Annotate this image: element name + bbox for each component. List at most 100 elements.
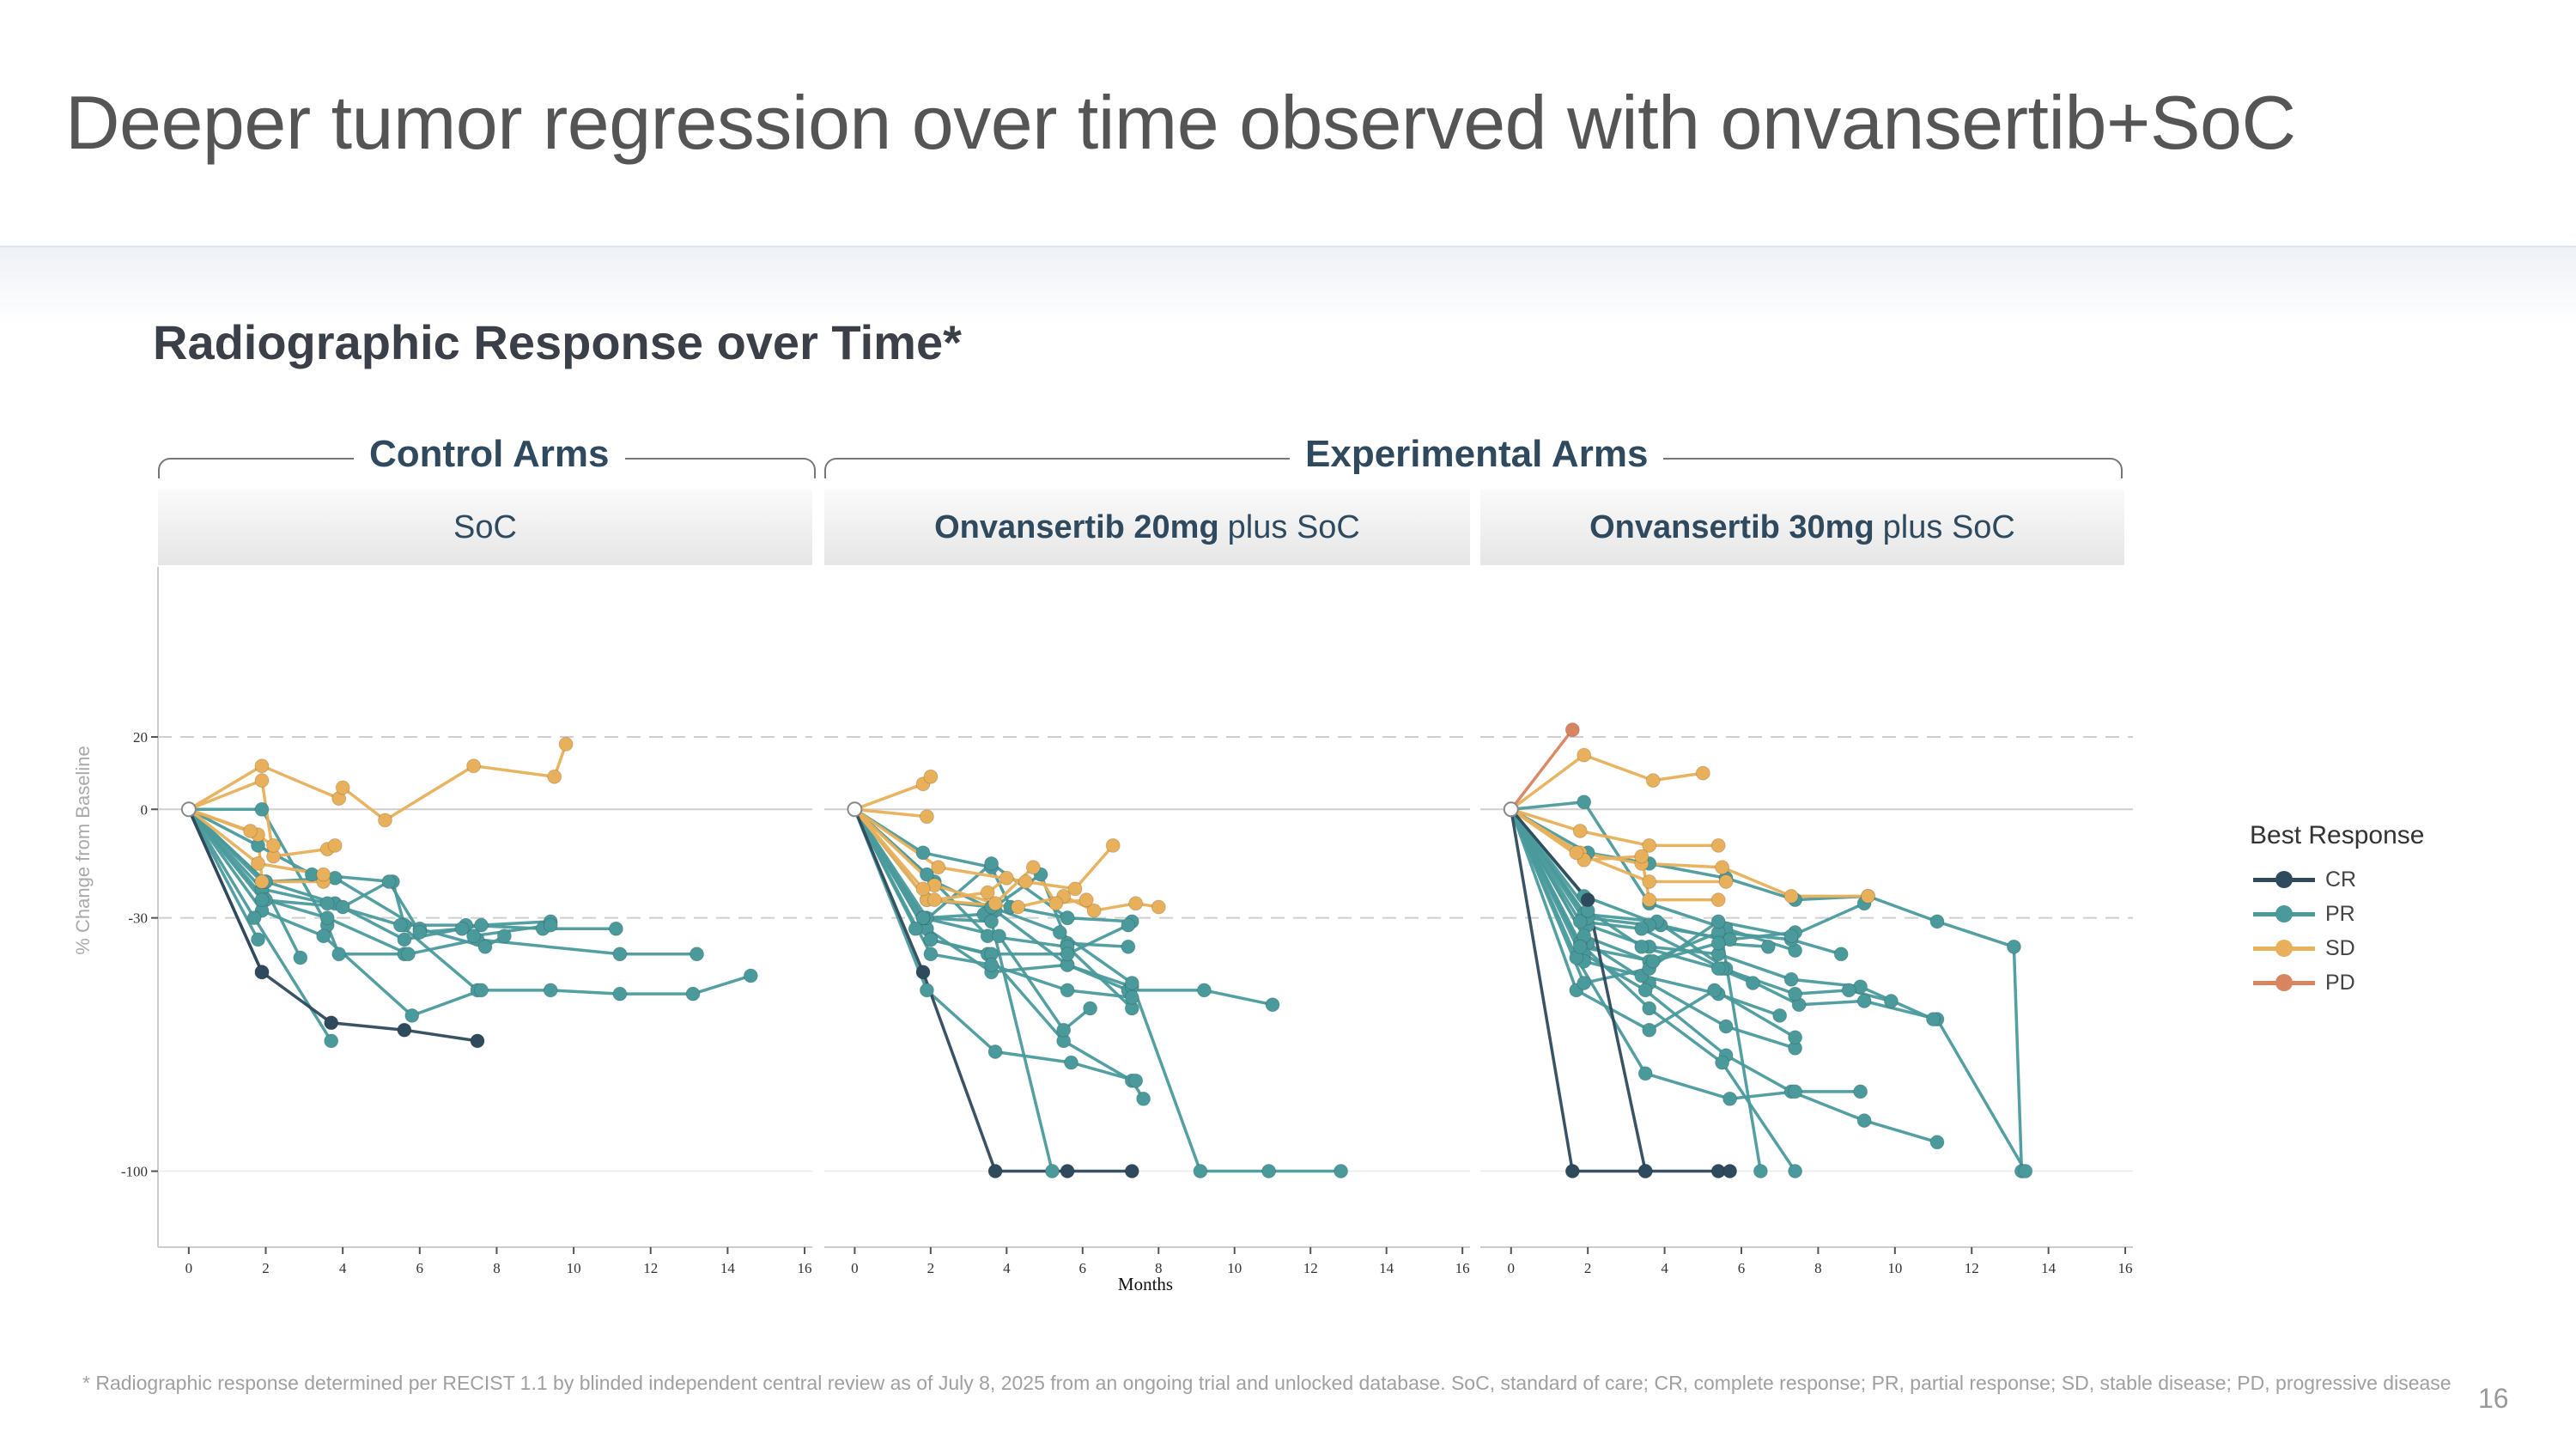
- chart-subtitle: Radiographic Response over Time*: [153, 315, 962, 369]
- data-point-sd: [1151, 899, 1166, 915]
- data-point-pr: [923, 932, 939, 947]
- data-point-pr: [1196, 983, 1212, 998]
- data-point-sd: [927, 892, 942, 908]
- baseline-point: [1503, 801, 1519, 818]
- legend-item-cr: CR: [2250, 862, 2424, 897]
- data-point-pr: [254, 801, 270, 817]
- data-point-pr: [1715, 1055, 1730, 1070]
- data-point-sd: [327, 837, 343, 853]
- data-point-pr: [1121, 939, 1136, 954]
- legend-label: CR: [2325, 867, 2357, 892]
- x-tick-label: 10: [1227, 1260, 1242, 1276]
- data-point-pr: [1710, 914, 1726, 929]
- data-point-cr: [987, 1164, 1003, 1178]
- data-point-sd: [378, 813, 392, 828]
- y-tick-label: 0: [141, 801, 149, 818]
- data-point-pr: [1642, 1022, 1657, 1038]
- data-point-pr: [397, 932, 412, 947]
- data-point-sd: [1642, 874, 1657, 889]
- data-point-pr: [984, 957, 999, 972]
- data-point-pr: [987, 1044, 1003, 1059]
- x-tick-label: 2: [927, 1260, 935, 1276]
- data-point-pr: [612, 947, 628, 962]
- data-point-pr: [254, 892, 270, 908]
- data-point-pr: [1788, 1084, 1803, 1099]
- data-point-pr: [1637, 1066, 1653, 1081]
- data-point-pr: [246, 910, 262, 926]
- data-point-pr: [1788, 1030, 1803, 1045]
- data-point-pr: [454, 921, 470, 936]
- data-point-pr: [1710, 961, 1726, 977]
- data-point-sd: [980, 885, 995, 900]
- data-point-sd: [1128, 896, 1144, 911]
- data-point-sd: [1067, 881, 1083, 897]
- data-point-cr: [1060, 1164, 1075, 1178]
- data-point-pr: [1760, 939, 1776, 954]
- x-tick-label: 0: [1508, 1260, 1516, 1276]
- data-point-pr: [335, 899, 350, 915]
- data-point-pr: [2018, 1164, 2033, 1178]
- baseline-point: [847, 801, 863, 818]
- data-point-pr: [1044, 1164, 1060, 1178]
- series-line-pd: [1510, 728, 1574, 811]
- y-axis-label: % Change from Baseline: [72, 746, 94, 954]
- data-point-sd: [1695, 765, 1710, 781]
- data-point-pr: [1056, 1022, 1072, 1038]
- data-point-cr: [254, 965, 270, 980]
- x-tick-label: 16: [1455, 1260, 1470, 1276]
- data-point-pr: [743, 968, 758, 983]
- data-point-pr: [412, 925, 428, 940]
- data-point-pr: [1083, 1001, 1098, 1016]
- legend-item-pd: PD: [2250, 965, 2424, 1000]
- x-tick-label: 12: [1303, 1260, 1318, 1276]
- data-point-pr: [331, 947, 347, 962]
- control-arms-label: Control Arms: [354, 433, 625, 476]
- series-line-sd: [1510, 753, 1704, 811]
- data-point-sd: [1078, 892, 1094, 908]
- data-point-pr: [319, 896, 335, 911]
- data-point-sd: [1783, 888, 1799, 904]
- data-point-pr: [919, 983, 934, 998]
- data-point-pr: [1634, 939, 1649, 954]
- data-point-pr: [685, 986, 701, 1002]
- data-point-pr: [1783, 971, 1799, 987]
- series-line-pr: [1510, 808, 1861, 1101]
- data-point-pr: [1783, 928, 1799, 944]
- series-line-sd: [1510, 807, 1727, 884]
- data-point-pr: [1193, 1164, 1208, 1178]
- data-point-cr: [1124, 1164, 1139, 1178]
- data-point-pr: [543, 917, 558, 933]
- x-tick-label: 6: [1738, 1260, 1746, 1276]
- series-line-sd: [854, 807, 927, 819]
- data-point-sd: [1710, 837, 1726, 853]
- data-point-sd: [1718, 874, 1734, 889]
- data-point-pr: [543, 983, 558, 998]
- series-line-pr: [854, 807, 1133, 923]
- data-point-pr: [1788, 986, 1803, 1002]
- data-point-sd: [931, 860, 946, 875]
- legend-swatch-pr: [2253, 905, 2315, 922]
- data-point-sd: [266, 837, 281, 853]
- data-point-sd: [919, 809, 934, 825]
- panel-header-rest: plus SoC: [1227, 508, 1360, 545]
- data-point-pr: [2006, 939, 2021, 954]
- data-point-sd: [466, 758, 482, 774]
- data-point-pr: [1060, 983, 1075, 998]
- legend-swatch-sd: [2253, 940, 2315, 957]
- panel-header-rest: SoC: [453, 508, 517, 545]
- data-point-cr: [470, 1033, 485, 1049]
- data-point-pr: [1634, 921, 1649, 936]
- data-point-sd: [1642, 892, 1657, 908]
- data-point-sd: [1569, 845, 1584, 861]
- data-point-sd: [335, 780, 350, 795]
- data-point-pr: [1572, 939, 1588, 954]
- data-point-cr: [324, 1015, 339, 1031]
- x-tick-label: 2: [1584, 1260, 1592, 1276]
- data-point-sd: [1025, 860, 1041, 875]
- y-tick-label: -100: [121, 1164, 148, 1180]
- data-point-pr: [1772, 1008, 1788, 1023]
- data-point-pr: [1710, 935, 1726, 951]
- legend-swatch-cr: [2253, 871, 2315, 888]
- data-point-pr: [915, 845, 931, 861]
- x-tick-label: 6: [1079, 1260, 1087, 1276]
